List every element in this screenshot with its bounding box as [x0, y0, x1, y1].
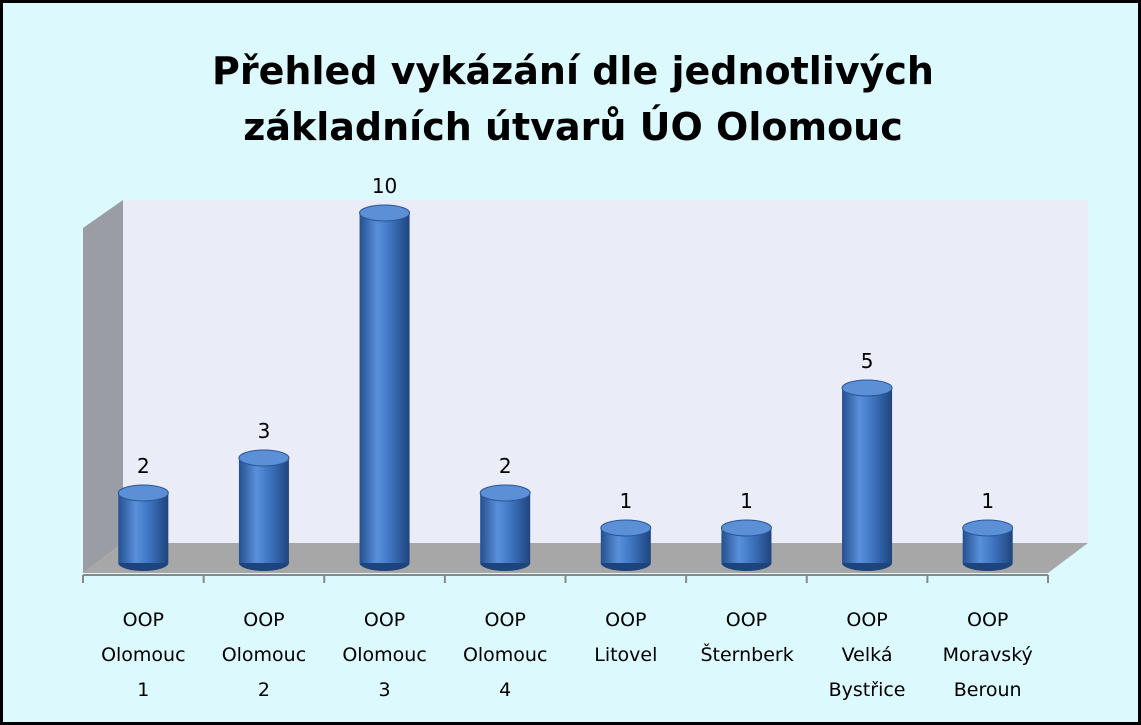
x-tick-label: OOP Moravský Beroun — [942, 609, 1033, 701]
data-label: 10 — [372, 174, 397, 198]
bar-top — [841, 379, 893, 397]
x-tick-label: OOP Šternberk — [700, 609, 794, 666]
x-tick-label: OOP Olomouc 3 — [342, 609, 427, 701]
bar-top — [479, 484, 531, 502]
data-label: 1 — [619, 489, 632, 513]
x-tick-label: OOP Olomouc 1 — [101, 609, 186, 701]
bar-top — [238, 449, 290, 467]
bar-top — [720, 519, 772, 537]
bar — [118, 493, 169, 563]
floor — [83, 543, 1088, 573]
bar-top — [117, 484, 169, 502]
side-wall — [83, 200, 123, 573]
data-label: 2 — [137, 454, 150, 478]
x-tick-label: OOP Velká Bystřice — [828, 609, 906, 701]
bar — [480, 493, 531, 563]
bar-top — [962, 519, 1014, 537]
bar-top — [359, 204, 411, 222]
data-label: 5 — [861, 349, 874, 373]
bar — [238, 458, 289, 563]
data-label: 1 — [740, 489, 753, 513]
bar — [842, 388, 893, 563]
data-label: 3 — [258, 419, 271, 443]
bar — [359, 213, 410, 563]
bar-top — [600, 519, 652, 537]
chart-title: Přehled vykázání dle jednotlivých základ… — [212, 49, 934, 149]
x-tick-label: OOP Olomouc 2 — [221, 609, 307, 701]
data-label: 1 — [981, 489, 994, 513]
plot: 2 3 10 2 1 1 5 1 — [82, 174, 1088, 583]
x-tick-label: OOP Olomouc 4 — [462, 609, 548, 701]
x-tick-label: OOP Litovel — [594, 609, 658, 666]
data-label: 2 — [499, 454, 512, 478]
